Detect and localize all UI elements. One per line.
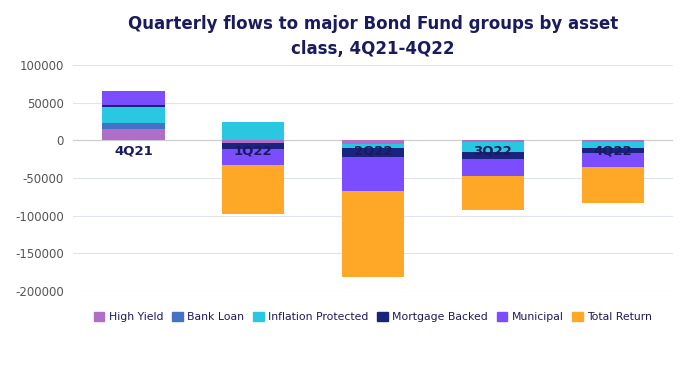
Legend: High Yield, Bank Loan, Inflation Protected, Mortgage Backed, Municipal, Total Re: High Yield, Bank Loan, Inflation Protect… — [90, 307, 657, 326]
Bar — [222, 140, 284, 142]
Bar — [462, 140, 524, 142]
Bar — [222, 122, 284, 140]
Bar — [462, 152, 524, 159]
Bar — [462, 142, 524, 152]
Bar — [222, 142, 284, 148]
Bar — [582, 142, 644, 148]
Bar — [102, 92, 164, 105]
Bar — [102, 106, 164, 123]
Bar — [102, 91, 164, 92]
Text: 3Q22: 3Q22 — [473, 145, 512, 158]
Bar — [582, 153, 644, 167]
Bar — [582, 148, 644, 153]
Bar — [102, 105, 164, 106]
Text: 4Q21: 4Q21 — [114, 145, 153, 158]
Bar — [222, 165, 284, 214]
Bar — [342, 140, 404, 144]
Bar — [222, 148, 284, 165]
Text: 4Q22: 4Q22 — [594, 145, 632, 158]
Bar — [102, 123, 164, 129]
Text: 2Q22: 2Q22 — [354, 145, 392, 158]
Bar — [582, 140, 644, 142]
Title: Quarterly flows to major Bond Fund groups by asset
class, 4Q21-4Q22: Quarterly flows to major Bond Fund group… — [128, 15, 618, 58]
Bar — [342, 157, 404, 191]
Bar — [342, 148, 404, 157]
Bar — [342, 191, 404, 278]
Text: 1Q22: 1Q22 — [234, 145, 272, 158]
Bar — [462, 159, 524, 176]
Bar — [342, 144, 404, 148]
Bar — [462, 176, 524, 210]
Bar — [102, 129, 164, 140]
Bar — [582, 167, 644, 203]
